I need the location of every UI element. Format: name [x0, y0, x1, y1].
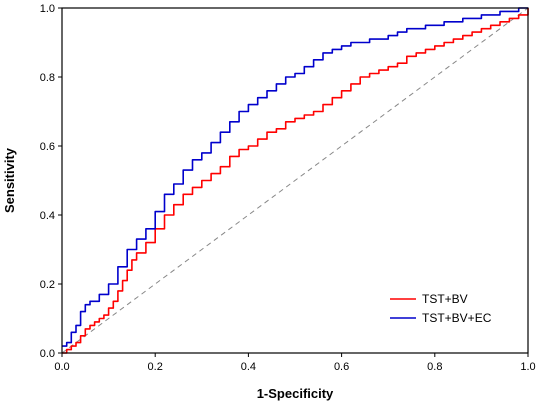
- y-axis-title: Sensitivity: [2, 147, 17, 213]
- x-tick-label: 0.8: [427, 361, 442, 373]
- legend-label-tst-bv-ec: TST+BV+EC: [422, 311, 492, 325]
- y-tick-label: 0.2: [40, 279, 55, 291]
- legend: TST+BV TST+BV+EC: [390, 292, 492, 325]
- x-tick-label: 1.0: [520, 361, 535, 373]
- series-line-tst-bv-ec: [62, 7, 528, 347]
- y-tick-label: 0.8: [40, 72, 55, 84]
- y-tick-label: 0.0: [40, 348, 55, 360]
- y-tick-label: 0.6: [40, 141, 55, 153]
- series-line-tst-bv: [62, 8, 529, 354]
- x-tick-label: 0.2: [148, 361, 163, 373]
- reference-diagonal-line: [61, 7, 529, 354]
- x-axis-title: 1-Specificity: [257, 386, 334, 401]
- series-layer: [62, 7, 529, 354]
- x-tick-label: 0.6: [334, 361, 349, 373]
- reference-layer: [61, 7, 529, 354]
- ticks-layer: 0.0 0.2 0.4 0.6 0.8 1.0 0.0 0.2 0.4 0.6 0.8 1.0: [40, 3, 536, 373]
- y-tick-label: 1.0: [40, 3, 55, 15]
- x-tick-label: 0.0: [54, 361, 69, 373]
- x-tick-label: 0.4: [241, 361, 256, 373]
- y-tick-label: 0.4: [40, 210, 55, 222]
- legend-label-tst-bv: TST+BV: [422, 292, 468, 306]
- plot-frame: [61, 7, 529, 354]
